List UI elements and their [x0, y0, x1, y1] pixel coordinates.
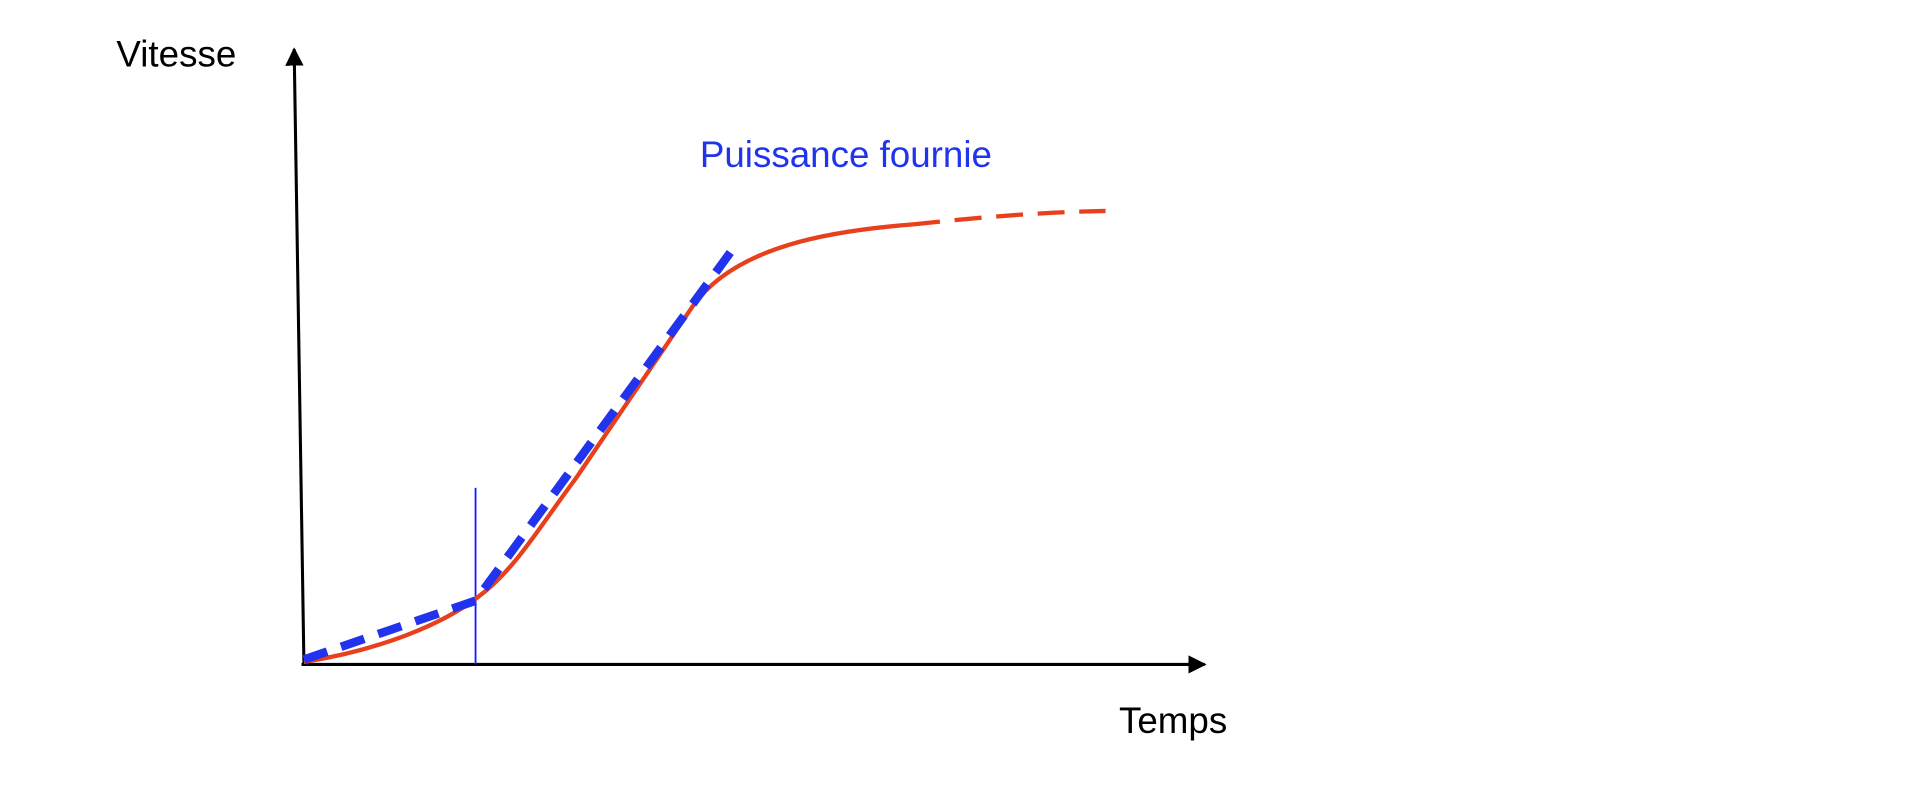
speed-curve [303, 222, 914, 665]
speed-curve-extension [912, 208, 1106, 227]
power-approximation [302, 246, 737, 664]
y-axis [285, 47, 306, 666]
annotation: Puissance fournie [700, 134, 992, 175]
x-axis-label: Temps [1119, 700, 1227, 741]
y-axis-label: Vitesse [116, 33, 236, 74]
